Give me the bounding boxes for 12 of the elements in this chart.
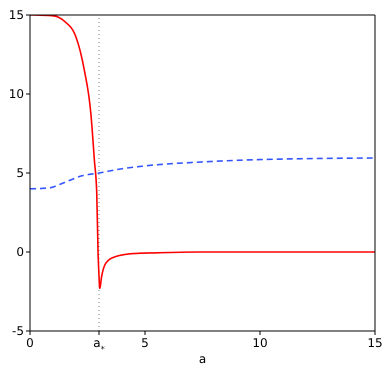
x-tick-label: 10 (252, 336, 268, 350)
line-series (30, 157, 375, 190)
y-tick-label: 15 (8, 8, 24, 22)
x-tick-label: a$_{*}$ (93, 336, 105, 354)
y-tick-label: 0 (16, 245, 24, 259)
x-axis-title: a (198, 352, 206, 366)
x-tick-label: 5 (141, 336, 149, 350)
x-tick-label: 0 (26, 336, 34, 350)
x-tick-label: 15 (367, 336, 383, 350)
y-tick-label: -5 (12, 324, 24, 338)
y-tick-label: 10 (8, 87, 24, 101)
y-tick-label: 5 (16, 166, 24, 180)
